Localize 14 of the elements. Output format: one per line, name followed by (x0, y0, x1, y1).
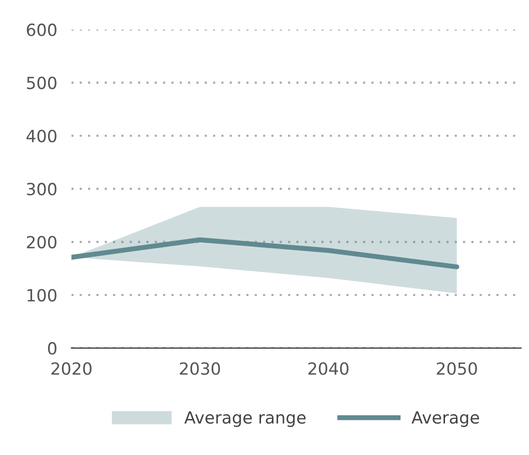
y-tick-label: 200 (26, 236, 56, 248)
line-series (71, 237, 460, 270)
y-tick-label: 600 (26, 24, 56, 36)
text: Average range (184, 411, 306, 427)
x-tick-label: 2030 (180, 362, 220, 375)
y-tick-label: 100 (28, 288, 56, 302)
y-tick-label: 400 (26, 130, 56, 142)
x-tick-label: 2050 (436, 362, 477, 375)
y-tick-label: 500 (27, 76, 56, 90)
y-tick-label: 0 (48, 342, 56, 355)
x-tick-label: 2020 (51, 362, 92, 375)
x-tick-label: 2040 (308, 362, 348, 375)
y-tick-label: 300 (26, 182, 56, 196)
legend-label: Average (412, 411, 480, 427)
